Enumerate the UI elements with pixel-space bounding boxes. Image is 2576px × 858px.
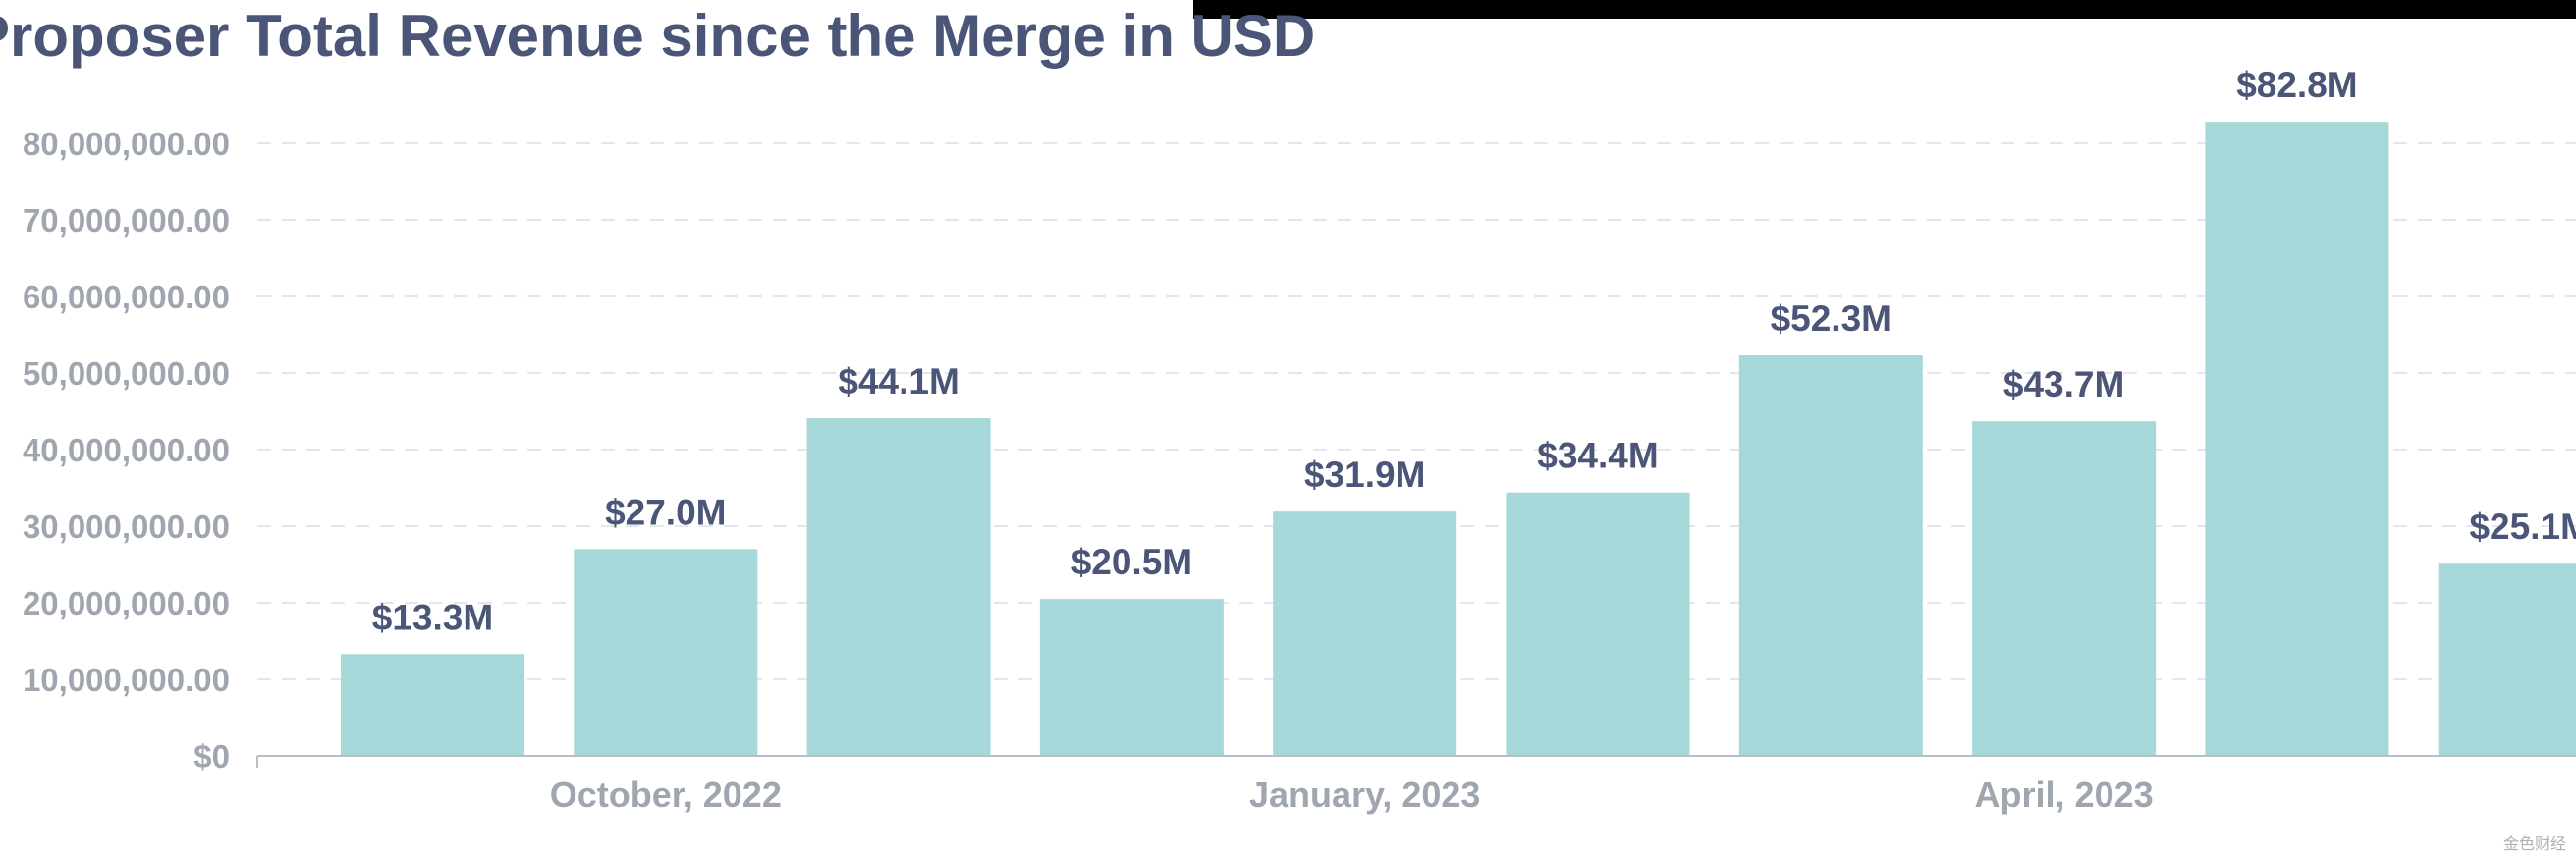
bar [574,549,758,756]
data-label: $82.8M [2236,65,2357,105]
x-axis-ticks: October, 2022 January, 2023 April, 2023 [256,756,2154,815]
x-tick-label: April, 2023 [1975,775,2154,815]
y-tick-label: 60,000,000.00 [23,279,230,315]
data-label: $20.5M [1071,542,1192,582]
y-tick-label: 80,000,000.00 [23,126,230,162]
y-tick-label: 20,000,000.00 [23,585,230,621]
y-tick-label: 50,000,000.00 [23,355,230,392]
bar [1506,492,1690,756]
y-tick-label: 10,000,000.00 [23,662,230,698]
bar [2438,563,2576,756]
bar [1273,511,1457,756]
data-label: $27.0M [605,492,726,532]
data-labels: $13.3M $27.0M $44.1M $20.5M $31.9M $34.4M $52.… [372,65,2576,637]
data-label: $31.9M [1304,455,1425,495]
y-tick-label: 40,000,000.00 [23,432,230,468]
y-axis-ticks: $0 10,000,000.00 20,000,000.00 30,000,000.0… [23,126,230,775]
y-tick-label: 30,000,000.00 [23,509,230,545]
y-tick-label: $0 [193,738,230,775]
data-label: $13.3M [372,597,493,637]
watermark: 金色财经 [2502,836,2566,853]
bar [341,654,524,756]
data-label: $34.4M [1537,436,1658,476]
data-label: $52.3M [1771,298,1891,339]
bar [1738,355,1923,756]
bar [1039,599,1224,756]
y-tick-label: 70,000,000.00 [23,202,230,239]
data-label: $43.7M [2003,364,2124,404]
bars [341,122,2576,756]
bar [1972,421,2157,756]
x-tick-label: January, 2023 [1249,775,1481,815]
bar [806,418,991,756]
bar [2205,122,2389,756]
data-label: $44.1M [838,361,959,402]
top-black-bar [1193,0,2576,19]
data-label: $25.1M [2469,507,2576,547]
chart-title: Proposer Total Revenue since the Merge i… [0,3,1316,69]
x-tick-label: October, 2022 [550,775,782,815]
